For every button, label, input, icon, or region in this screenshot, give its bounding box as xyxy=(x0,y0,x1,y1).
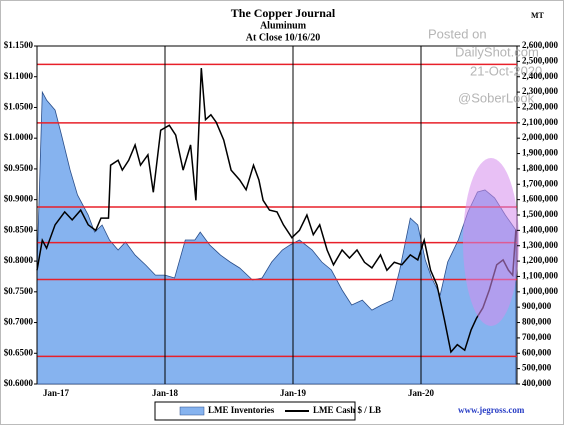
y2-tick-label: 1,300,000 xyxy=(522,240,559,250)
inventory-area xyxy=(36,90,517,385)
x-tick-label: Jan-17 xyxy=(43,388,70,398)
watermark: DailyShot.com xyxy=(455,44,539,59)
y2-tick-label: 400,000 xyxy=(522,378,552,388)
y2-tick-label: 1,500,000 xyxy=(522,209,559,219)
legend-label: LME Inventories xyxy=(208,405,275,415)
y-tick-label: $0.7000 xyxy=(4,317,34,327)
y-tick-label: $1.1500 xyxy=(4,40,34,50)
watermark: 21-Oct-2020 xyxy=(470,63,542,78)
y-tick-label: $0.9000 xyxy=(4,194,34,204)
y-tick-label: $0.6000 xyxy=(4,378,34,388)
y-tick-label: $0.8000 xyxy=(4,255,34,265)
source-url: www.jegross.com xyxy=(458,405,525,415)
y2-tick-label: 1,900,000 xyxy=(522,148,559,158)
y2-tick-label: 2,500,000 xyxy=(522,55,559,65)
y2-tick-label: 2,400,000 xyxy=(522,71,559,81)
legend-swatch xyxy=(179,406,205,416)
y-tick-label: $1.0500 xyxy=(4,102,34,112)
y-tick-label: $0.9500 xyxy=(4,163,34,173)
price-line xyxy=(36,68,517,354)
y2-tick-label: 2,600,000 xyxy=(522,40,559,50)
y2-tick-label: 500,000 xyxy=(522,363,552,373)
date-note: At Close 10/16/20 xyxy=(246,32,320,43)
y-tick-label: $1.1000 xyxy=(4,71,34,81)
y-tick-label: $0.6500 xyxy=(4,347,34,357)
x-tick-label: Jan-18 xyxy=(152,388,179,398)
y2-tick-label: 600,000 xyxy=(522,347,552,357)
y2-tick-label: 1,400,000 xyxy=(522,224,559,234)
chart-subtitle: Aluminum xyxy=(260,20,307,31)
y2-tick-label: 1,200,000 xyxy=(522,255,559,265)
y2-tick-label: 1,700,000 xyxy=(522,178,559,188)
y-tick-label: $0.8500 xyxy=(4,224,34,234)
x-tick-label: Jan-19 xyxy=(280,388,307,398)
y-tick-label: $1.0000 xyxy=(4,132,34,142)
legend-box xyxy=(154,401,356,421)
watermark: @SoberLook xyxy=(458,90,535,105)
y2-tick-label: 2,000,000 xyxy=(522,132,559,142)
highlight-ellipse xyxy=(463,158,519,326)
watermark: Posted on xyxy=(428,26,487,41)
x-tick-label: Jan-20 xyxy=(408,388,435,398)
y-tick-label: $0.7500 xyxy=(4,286,34,296)
y2-tick-label: 700,000 xyxy=(522,332,552,342)
y2-tick-label: 2,300,000 xyxy=(522,86,559,96)
y2-tick-label: 1,000,000 xyxy=(522,286,559,296)
legend-label: LME Cash $ / LB xyxy=(313,405,381,415)
y2-tick-label: 900,000 xyxy=(522,301,552,311)
y2-tick-label: 1,600,000 xyxy=(522,194,559,204)
y2-tick-label: 1,100,000 xyxy=(522,271,559,281)
y2-tick-label: 2,200,000 xyxy=(522,102,559,112)
chart-title: The Copper Journal xyxy=(231,6,336,20)
y2-tick-label: 1,800,000 xyxy=(522,163,559,173)
y2-tick-label: 2,100,000 xyxy=(522,117,559,127)
y2-axis-label: MT xyxy=(531,11,545,20)
plot-layer xyxy=(36,46,517,385)
y2-tick-label: 800,000 xyxy=(522,317,552,327)
